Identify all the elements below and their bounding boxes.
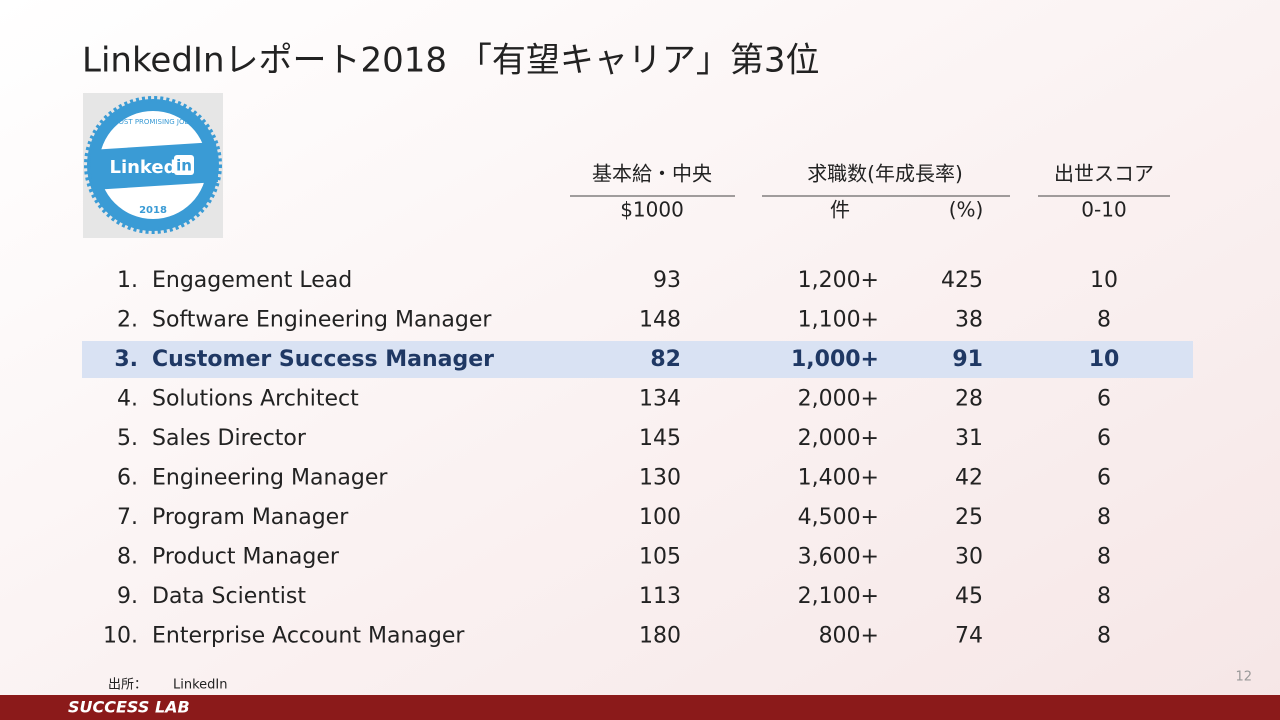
badge-top: MOST PROMISING JOBS bbox=[112, 118, 194, 126]
job-count: 3,600+ bbox=[798, 545, 879, 570]
score: 6 bbox=[1097, 387, 1111, 412]
rank: 8. bbox=[117, 545, 138, 570]
salary: 113 bbox=[639, 584, 681, 609]
table-row: 5. Sales Director 145 2,000+ 31 6 bbox=[117, 426, 1111, 451]
salary: 105 bbox=[639, 545, 681, 570]
score: 8 bbox=[1097, 624, 1111, 649]
growth: 28 bbox=[955, 387, 983, 412]
salary: 82 bbox=[650, 347, 681, 372]
table-row: 7. Program Manager 100 4,500+ 25 8 bbox=[117, 505, 1111, 530]
header: 出世スコア bbox=[1054, 162, 1154, 186]
growth: 91 bbox=[952, 347, 983, 372]
job-count: 1,000+ bbox=[791, 347, 879, 372]
job-count: 4,500+ bbox=[798, 505, 879, 530]
job-count: 2,100+ bbox=[798, 584, 879, 609]
job-count: 1,400+ bbox=[798, 466, 879, 491]
source: LinkedIn bbox=[173, 678, 227, 693]
salary: 100 bbox=[639, 505, 681, 530]
rank: 7. bbox=[117, 505, 138, 530]
badge-box bbox=[174, 155, 194, 175]
badge-year: 2018 bbox=[139, 205, 167, 216]
subheader: 0-10 bbox=[1081, 198, 1126, 222]
salary: 130 bbox=[639, 466, 681, 491]
table-row: 6. Engineering Manager 130 1,400+ 42 6 bbox=[117, 466, 1111, 491]
rank: 9. bbox=[117, 584, 138, 609]
header: 基本給・中央 bbox=[592, 162, 712, 186]
growth: 30 bbox=[955, 545, 983, 570]
job-title: Software Engineering Manager bbox=[152, 308, 492, 333]
table-row: 9. Data Scientist 113 2,100+ 45 8 bbox=[117, 584, 1111, 609]
title: LinkedInレポート2018 「有望キャリア」第3位 bbox=[82, 41, 819, 81]
growth: 425 bbox=[941, 268, 983, 293]
score: 6 bbox=[1097, 426, 1111, 451]
rank: 6. bbox=[117, 466, 138, 491]
growth: 31 bbox=[955, 426, 983, 451]
score: 8 bbox=[1097, 545, 1111, 570]
job-count: 1,100+ bbox=[798, 308, 879, 333]
table-row: 8. Product Manager 105 3,600+ 30 8 bbox=[117, 545, 1111, 570]
score: 8 bbox=[1097, 584, 1111, 609]
job-count: 2,000+ bbox=[798, 426, 879, 451]
rank: 1. bbox=[117, 268, 138, 293]
rank: 4. bbox=[117, 387, 138, 412]
footer-bar bbox=[0, 695, 1280, 720]
table-row: 1. Engagement Lead 93 1,200+ 425 10 bbox=[117, 268, 1118, 293]
growth: 25 bbox=[955, 505, 983, 530]
row-highlight bbox=[82, 341, 1193, 378]
score: 10 bbox=[1090, 268, 1118, 293]
badge: MOST PROMISING JOBS Linked in 2018 bbox=[83, 93, 223, 238]
rank: 5. bbox=[117, 426, 138, 451]
growth: 42 bbox=[955, 466, 983, 491]
footer-brand: SUCCESS LAB bbox=[68, 698, 190, 717]
salary: 148 bbox=[639, 308, 681, 333]
table-row: 4. Solutions Architect 134 2,000+ 28 6 bbox=[117, 387, 1111, 412]
rank: 2. bbox=[117, 308, 138, 333]
job-title: Product Manager bbox=[152, 545, 340, 570]
growth: 38 bbox=[955, 308, 983, 333]
rank: 3. bbox=[114, 347, 138, 372]
source-label: 出所： bbox=[108, 678, 147, 693]
job-title: Engineering Manager bbox=[152, 466, 388, 491]
job-count: 2,000+ bbox=[798, 387, 879, 412]
score: 6 bbox=[1097, 466, 1111, 491]
job-title: Enterprise Account Manager bbox=[152, 624, 465, 649]
subheader: (%) bbox=[949, 198, 984, 222]
job-title: Customer Success Manager bbox=[152, 347, 494, 372]
table-row: 2. Software Engineering Manager 148 1,100+ 3… bbox=[117, 308, 1111, 333]
score: 8 bbox=[1097, 505, 1111, 530]
job-title: Sales Director bbox=[152, 426, 307, 451]
salary: 145 bbox=[639, 426, 681, 451]
job-count: 1,200+ bbox=[798, 268, 879, 293]
salary: 93 bbox=[653, 268, 681, 293]
salary: 134 bbox=[639, 387, 681, 412]
job-title: Data Scientist bbox=[152, 584, 306, 609]
salary: 180 bbox=[639, 624, 681, 649]
table-body: 1. Engagement Lead 93 1,200+ 425 10 2. Software… bbox=[82, 268, 1193, 649]
job-title: Engagement Lead bbox=[152, 268, 352, 293]
badge-ribbon bbox=[90, 142, 218, 190]
subheader: 件 bbox=[830, 198, 850, 222]
job-title: Program Manager bbox=[152, 505, 349, 530]
page-number: 12 bbox=[1235, 670, 1252, 685]
growth: 74 bbox=[955, 624, 983, 649]
badge-brand-box: in bbox=[176, 157, 192, 175]
header: 求職数(年成長率) bbox=[807, 162, 963, 186]
table-row: 10. Enterprise Account Manager 180 800+ 74 8 bbox=[103, 624, 1111, 649]
table-row: 3. Customer Success Manager 82 1,000+ 91 10 bbox=[82, 341, 1193, 378]
badge-brand: Linked bbox=[109, 157, 176, 178]
subheader: $1000 bbox=[620, 198, 684, 222]
job-title: Solutions Architect bbox=[152, 387, 359, 412]
growth: 45 bbox=[955, 584, 983, 609]
score: 10 bbox=[1089, 347, 1120, 372]
rank: 10. bbox=[103, 624, 138, 649]
job-count: 800+ bbox=[819, 624, 879, 649]
score: 8 bbox=[1097, 308, 1111, 333]
